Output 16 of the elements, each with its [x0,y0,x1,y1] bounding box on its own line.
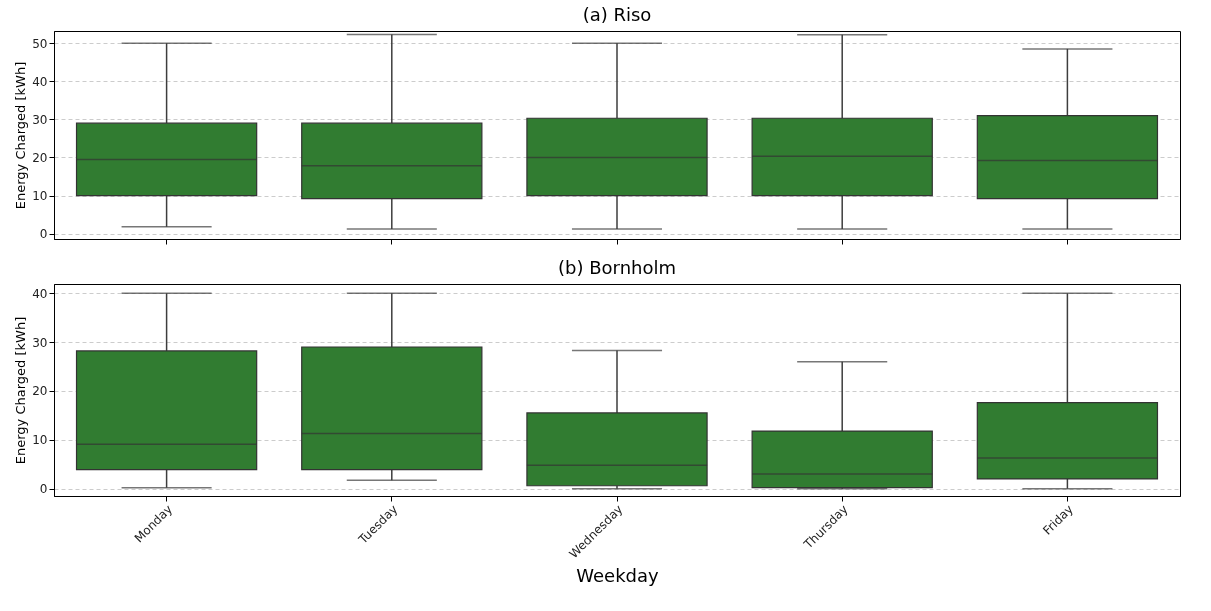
y-tick-label: 30 [32,335,48,350]
y-tick-label: 0 [39,227,48,242]
y-tick-label: 30 [32,112,48,127]
y-tick-label: 40 [32,286,48,301]
y-axis-title: Energy Charged [kWh] [13,61,29,210]
y-tick-label: 10 [32,189,48,204]
x-axis-title: Weekday [576,565,660,587]
chart-title: (b) Bornholm [557,257,677,278]
y-axis-title: Energy Charged [kWh] [13,316,29,465]
chart-title: (a) Riso [582,4,652,25]
y-tick-label: 40 [32,74,48,89]
y-tick-label: 50 [32,36,48,51]
y-tick-label: 10 [32,433,48,448]
y-tick-label: 0 [39,482,48,497]
y-tick-label: 20 [32,150,48,165]
y-tick-label: 20 [32,384,48,399]
